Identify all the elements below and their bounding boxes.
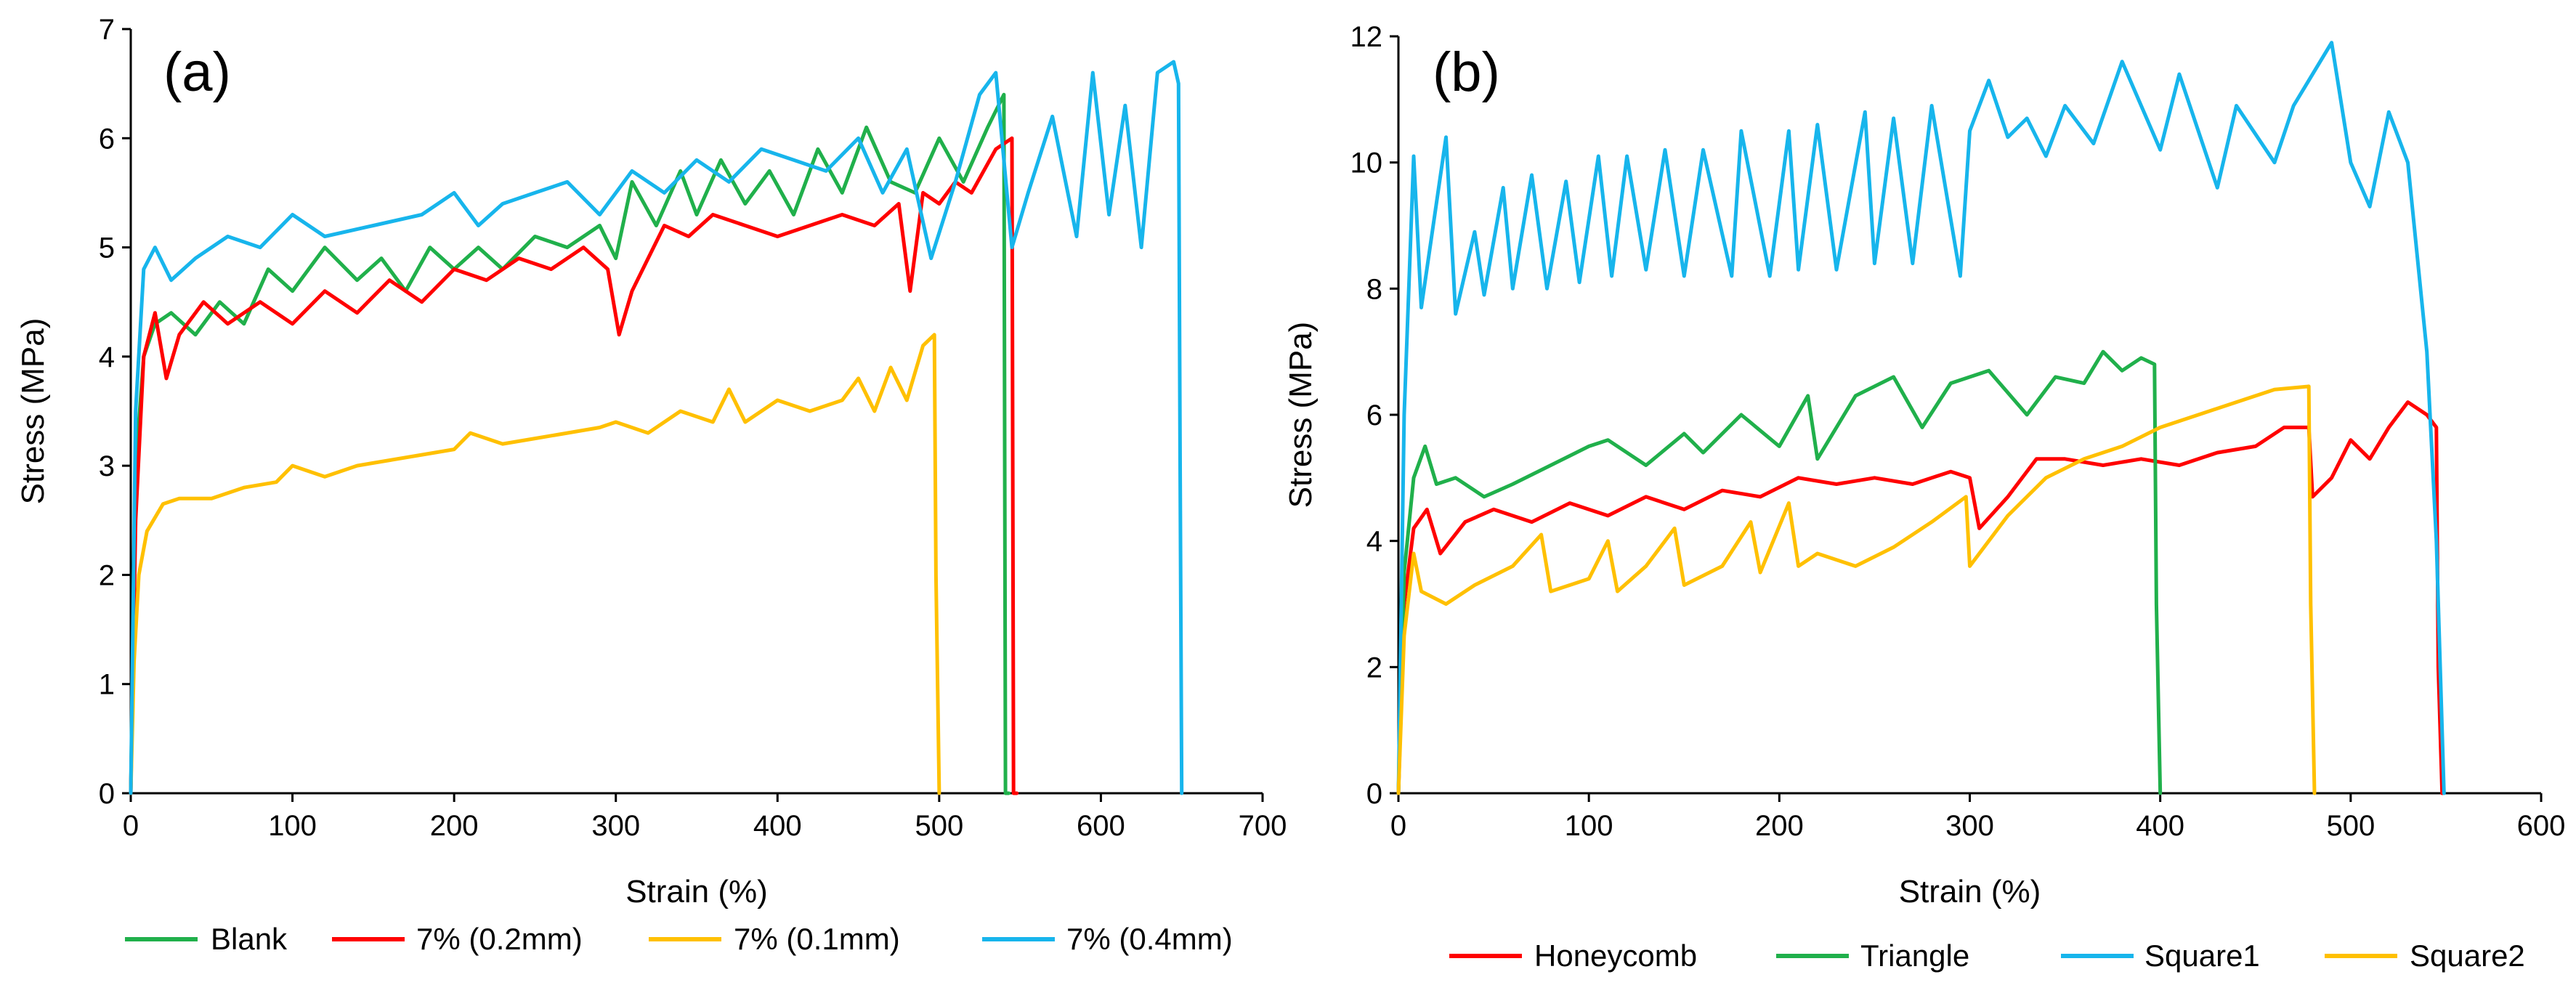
legend-item-square1: Square1 [2061, 939, 2260, 973]
y-tick-label: 5 [99, 232, 115, 264]
legend: Blank 7% (0.2mm) 7% (0.1mm) 7% (0.4mm) [125, 922, 1233, 956]
panel-label: (b) [1433, 41, 1500, 103]
x-axis-label: Strain (%) [1899, 874, 2041, 909]
legend-label: 7% (0.2mm) [416, 922, 583, 956]
legend-label: 7% (0.1mm) [734, 922, 900, 956]
x-tick-label: 400 [753, 810, 802, 842]
x-tick-label: 500 [915, 810, 963, 842]
legend-label: Triangle [1860, 939, 1969, 973]
series-line-7-0-2mm [129, 136, 1019, 795]
legend: Honeycomb Triangle Square1 Square2 [1449, 939, 2525, 973]
chart-panel-b: 0 100 200 300 400 500 600 0 2 4 6 8 10 12 (b) Strain (%… [1283, 21, 2565, 973]
y-tick-label: 4 [99, 341, 115, 373]
x-tick-label: 300 [1945, 810, 1994, 842]
y-tick-label: 10 [1350, 147, 1383, 179]
x-tick-label: 300 [591, 810, 640, 842]
legend-label: Blank [211, 922, 288, 956]
x-axis-label: Strain (%) [625, 874, 768, 909]
legend-item-7-0-1mm: 7% (0.1mm) [649, 922, 900, 956]
legend-item-square2: Square2 [2325, 939, 2525, 973]
series-line-square1 [1396, 41, 2446, 795]
series-line-7-0-4mm [129, 60, 1184, 795]
x-tick-label: 600 [1077, 810, 1125, 842]
legend-item-7-0-4mm: 7% (0.4mm) [982, 922, 1233, 956]
y-tick-label: 12 [1350, 21, 1383, 53]
x-tick-label: 200 [430, 810, 479, 842]
legend-label: 7% (0.4mm) [1066, 922, 1233, 956]
series-line-blank [129, 92, 1011, 795]
y-tick-label: 0 [1366, 778, 1382, 810]
y-tick-label: 0 [99, 778, 115, 810]
legend-item-honeycomb: Honeycomb [1449, 939, 1697, 973]
chart-panel-a: 0 100 200 300 400 500 600 700 0 1 2 3 4 5 6 7 (a) Strain … [15, 14, 1287, 956]
series-line-honeycomb [1396, 400, 2445, 795]
x-tick-label: 100 [1565, 810, 1613, 842]
x-tick-label: 200 [1755, 810, 1804, 842]
series-line-7-0-1mm [129, 333, 941, 795]
panel-label: (a) [163, 41, 231, 103]
y-tick-label: 8 [1366, 273, 1382, 305]
y-tick-label: 7 [99, 14, 115, 46]
x-tick-label: 400 [2136, 810, 2184, 842]
x-tick-label: 0 [1390, 810, 1406, 842]
y-tick-label: 1 [99, 669, 115, 701]
y-tick-label: 4 [1366, 526, 1382, 558]
legend-label: Square1 [2144, 939, 2260, 973]
legend-label: Square2 [2410, 939, 2525, 973]
y-axis-label: Stress (MPa) [1283, 322, 1319, 508]
y-tick-label: 2 [99, 559, 115, 591]
series-line-triangle [1396, 349, 2163, 795]
x-tick-label: 0 [123, 810, 139, 842]
x-tick-label: 500 [2326, 810, 2375, 842]
legend-item-triangle: Triangle [1776, 939, 1969, 973]
legend-item-7-0-2mm: 7% (0.2mm) [332, 922, 583, 956]
y-tick-label: 2 [1366, 652, 1382, 684]
y-tick-label: 6 [1366, 400, 1382, 431]
x-tick-label: 100 [268, 810, 317, 842]
legend-item-blank: Blank [125, 922, 288, 956]
legend-label: Honeycomb [1534, 939, 1697, 973]
x-tick-label: 700 [1239, 810, 1287, 842]
x-tick-label: 600 [2517, 810, 2566, 842]
series-line-square2 [1396, 384, 2317, 795]
y-tick-label: 3 [99, 450, 115, 482]
y-tick-label: 6 [99, 123, 115, 155]
y-axis-label: Stress (MPa) [15, 318, 51, 505]
